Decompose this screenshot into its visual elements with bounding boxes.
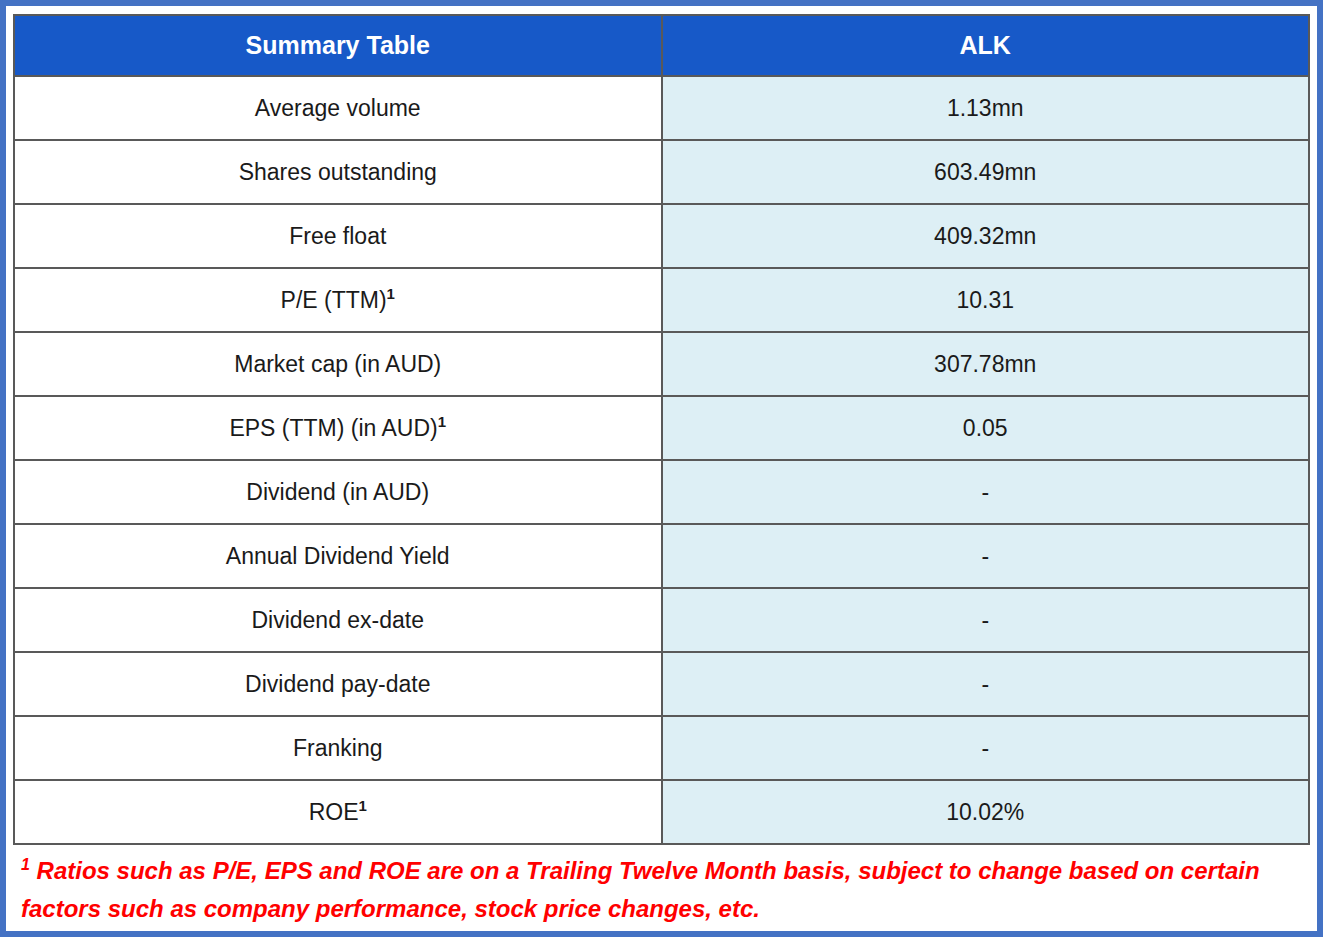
metric-label: Market cap (in AUD) bbox=[234, 351, 441, 377]
summary-table-title: Summary Table bbox=[14, 15, 662, 76]
metric-value-cell: 409.32mn bbox=[662, 204, 1310, 268]
metric-label-cell: P/E (TTM)1 bbox=[14, 268, 662, 332]
metric-label-cell: Dividend ex-date bbox=[14, 588, 662, 652]
table-row: Annual Dividend Yield - bbox=[14, 524, 1309, 588]
metric-value-cell: 307.78mn bbox=[662, 332, 1310, 396]
metric-value-cell: - bbox=[662, 716, 1310, 780]
metric-label: P/E (TTM) bbox=[281, 287, 387, 313]
metric-value: - bbox=[981, 671, 989, 697]
metric-label-cell: Dividend pay-date bbox=[14, 652, 662, 716]
table-row: P/E (TTM)1 10.31 bbox=[14, 268, 1309, 332]
table-row: Dividend pay-date - bbox=[14, 652, 1309, 716]
metric-value: 10.31 bbox=[956, 287, 1014, 313]
metric-label: Annual Dividend Yield bbox=[226, 543, 450, 569]
metric-value-cell: 603.49mn bbox=[662, 140, 1310, 204]
metric-value-cell: 1.13mn bbox=[662, 76, 1310, 140]
metric-label-cell: Free float bbox=[14, 204, 662, 268]
metric-value: - bbox=[981, 543, 989, 569]
table-row: Shares outstanding 603.49mn bbox=[14, 140, 1309, 204]
table-row: ROE1 10.02% bbox=[14, 780, 1309, 844]
table-row: Free float 409.32mn bbox=[14, 204, 1309, 268]
table-row: Average volume 1.13mn bbox=[14, 76, 1309, 140]
metric-value-cell: 10.31 bbox=[662, 268, 1310, 332]
metric-label-cell: Franking bbox=[14, 716, 662, 780]
metric-label-cell: EPS (TTM) (in AUD)1 bbox=[14, 396, 662, 460]
metric-value: 603.49mn bbox=[934, 159, 1036, 185]
metric-label-cell: Shares outstanding bbox=[14, 140, 662, 204]
table-row: Dividend ex-date - bbox=[14, 588, 1309, 652]
metric-label: Shares outstanding bbox=[239, 159, 437, 185]
summary-table: Summary Table ALK Average volume 1.13mn … bbox=[13, 14, 1310, 845]
footnote: 1 Ratios such as P/E, EPS and ROE are on… bbox=[13, 852, 1310, 928]
ticker-header: ALK bbox=[662, 15, 1310, 76]
footnote-marker: 1 bbox=[387, 285, 395, 302]
metric-value-cell: - bbox=[662, 460, 1310, 524]
metric-value: 1.13mn bbox=[947, 95, 1024, 121]
metric-label: Free float bbox=[289, 223, 386, 249]
metric-label-cell: Annual Dividend Yield bbox=[14, 524, 662, 588]
metric-value: - bbox=[981, 479, 989, 505]
metric-label: Franking bbox=[293, 735, 382, 761]
footnote-marker: 1 bbox=[359, 797, 367, 814]
metric-value: 0.05 bbox=[963, 415, 1008, 441]
summary-table-body: Average volume 1.13mn Shares outstanding… bbox=[14, 76, 1309, 844]
metric-value-cell: - bbox=[662, 588, 1310, 652]
table-row: Market cap (in AUD) 307.78mn bbox=[14, 332, 1309, 396]
metric-value: 307.78mn bbox=[934, 351, 1036, 377]
metric-label: EPS (TTM) (in AUD) bbox=[229, 415, 437, 441]
table-row: Dividend (in AUD) - bbox=[14, 460, 1309, 524]
report-figure-frame: Summary Table ALK Average volume 1.13mn … bbox=[0, 0, 1323, 937]
metric-value: - bbox=[981, 607, 989, 633]
metric-value-cell: 10.02% bbox=[662, 780, 1310, 844]
metric-label: Dividend pay-date bbox=[245, 671, 430, 697]
metric-label-cell: Market cap (in AUD) bbox=[14, 332, 662, 396]
metric-value: 10.02% bbox=[946, 799, 1024, 825]
metric-value-cell: - bbox=[662, 652, 1310, 716]
metric-label-cell: Dividend (in AUD) bbox=[14, 460, 662, 524]
metric-value: - bbox=[981, 735, 989, 761]
metric-label-cell: ROE1 bbox=[14, 780, 662, 844]
table-row: EPS (TTM) (in AUD)1 0.05 bbox=[14, 396, 1309, 460]
metric-label: Dividend ex-date bbox=[251, 607, 424, 633]
metric-label: Dividend (in AUD) bbox=[246, 479, 429, 505]
metric-value: 409.32mn bbox=[934, 223, 1036, 249]
footnote-marker: 1 bbox=[21, 856, 30, 873]
footnote-text: Ratios such as P/E, EPS and ROE are on a… bbox=[21, 857, 1260, 922]
summary-table-header-row: Summary Table ALK bbox=[14, 15, 1309, 76]
table-row: Franking - bbox=[14, 716, 1309, 780]
footnote-marker: 1 bbox=[438, 413, 446, 430]
metric-value-cell: 0.05 bbox=[662, 396, 1310, 460]
metric-value-cell: - bbox=[662, 524, 1310, 588]
metric-label: ROE bbox=[309, 799, 359, 825]
metric-label-cell: Average volume bbox=[14, 76, 662, 140]
metric-label: Average volume bbox=[255, 95, 421, 121]
